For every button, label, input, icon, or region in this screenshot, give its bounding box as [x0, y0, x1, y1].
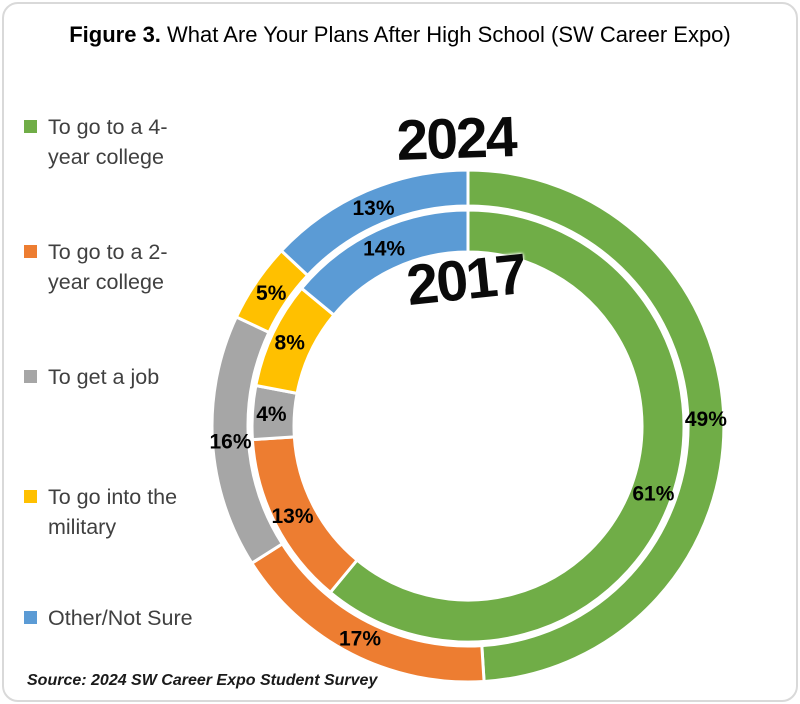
donut-slice-2017-4	[299, 208, 470, 318]
legend-item-military: To go into the military	[24, 482, 224, 542]
chart-title-prefix: Figure 3.	[69, 22, 161, 47]
chart-title: Figure 3. What Are Your Plans After High…	[0, 22, 800, 48]
series-label-2024: 2024	[395, 104, 517, 174]
legend-swatch-2-year-college	[24, 245, 37, 258]
donut-slice-2024-0	[466, 168, 726, 684]
legend-item-get-a-job: To get a job	[24, 362, 224, 392]
legend-item-4-year-college: To go to a 4- year college	[24, 112, 224, 172]
slice-labels: 49% 17% 16% 5% 13% 61% 13% 4% 8% 14%	[209, 197, 727, 650]
series-label-2017: 2017	[403, 241, 529, 319]
slice-label-2017-3: 8%	[275, 332, 306, 355]
legend-label: To go to a 2- year college	[48, 240, 168, 294]
source-note: Source: 2024 SW Career Expo Student Surv…	[27, 672, 378, 689]
slice-label-2024-3: 5%	[256, 282, 287, 305]
legend-item-other-not-sure: Other/Not Sure	[24, 603, 224, 633]
slice-label-2024-4: 13%	[352, 197, 394, 220]
legend-item-2-year-college: To go to a 2- year college	[24, 237, 224, 297]
legend-label: To go into the military	[48, 485, 178, 539]
legend-swatch-get-a-job	[24, 370, 37, 383]
slice-label-2017-2: 4%	[256, 403, 287, 426]
legend-swatch-military	[24, 490, 37, 503]
donut-ring-2017	[250, 208, 686, 644]
slice-label-2017-0: 61%	[632, 482, 674, 505]
slice-label-2024-1: 17%	[339, 628, 381, 651]
chart-title-text: What Are Your Plans After High School (S…	[160, 22, 731, 47]
donut-slice-2024-4	[279, 168, 470, 278]
slice-label-2024-0: 49%	[685, 408, 727, 431]
legend-swatch-4-year-college	[24, 120, 37, 133]
slice-label-2017-4: 14%	[363, 237, 405, 260]
slice-label-2017-1: 13%	[271, 505, 313, 528]
donut-slice-2017-0	[328, 208, 686, 644]
slice-label-2024-2: 16%	[209, 430, 251, 453]
legend-label: Other/Not Sure	[48, 606, 193, 630]
legend-swatch-other-not-sure	[24, 611, 37, 624]
legend-label: To go to a 4- year college	[48, 115, 168, 169]
legend-label: To get a job	[48, 365, 160, 389]
donut-ring-2024	[210, 168, 726, 684]
